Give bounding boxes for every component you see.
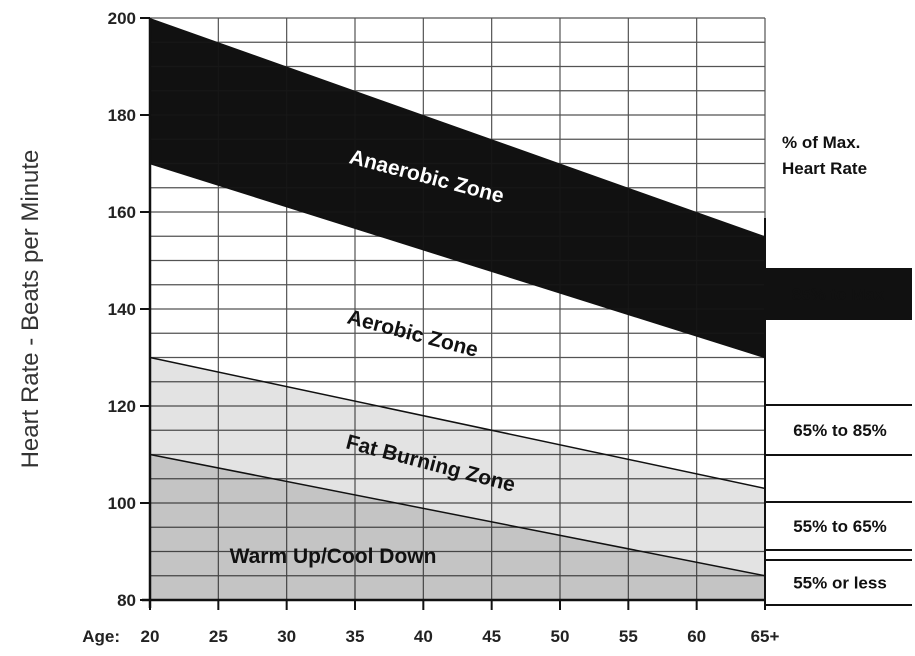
x-tick-label: 40 <box>414 627 433 646</box>
y-tick-label: 80 <box>117 591 136 610</box>
x-tick-label: 20 <box>141 627 160 646</box>
zone-boundary-2 <box>149 356 766 490</box>
zone-boundary-1 <box>149 162 766 359</box>
x-tick-label: 60 <box>687 627 706 646</box>
x-tick-label: 25 <box>209 627 228 646</box>
y-tick-label: 200 <box>108 9 136 28</box>
legend-swatch <box>765 268 912 320</box>
zone-boundary-3 <box>149 453 766 577</box>
legend-item-label: 55% or less <box>793 574 887 593</box>
x-tick-label: 55 <box>619 627 638 646</box>
y-tick-label: 140 <box>108 300 136 319</box>
legend-item-label: 85% to Max <box>792 285 885 304</box>
legend-title-line: % of Max. <box>782 133 860 152</box>
y-tick-label: 120 <box>108 397 136 416</box>
y-tick-label: 100 <box>108 494 136 513</box>
x-tick-label: 35 <box>346 627 365 646</box>
x-tick-label: 65+ <box>751 627 780 646</box>
legend-title-line: Heart Rate <box>782 159 867 178</box>
x-tick-label: 30 <box>277 627 296 646</box>
y-tick-label: 160 <box>108 203 136 222</box>
legend-item-label: 65% to 85% <box>793 421 887 440</box>
legend-item-label: 55% to 65% <box>793 517 887 536</box>
zone-band-2 <box>150 163 765 489</box>
x-tick-label: 50 <box>551 627 570 646</box>
y-axis-label: Heart Rate - Beats per Minute <box>17 150 44 469</box>
y-tick-label: 180 <box>108 106 136 125</box>
x-axis-label: Age: <box>82 627 120 646</box>
zone-band-3 <box>150 357 765 576</box>
zone-label-4: Warm Up/Cool Down <box>230 545 437 568</box>
x-tick-label: 45 <box>482 627 501 646</box>
